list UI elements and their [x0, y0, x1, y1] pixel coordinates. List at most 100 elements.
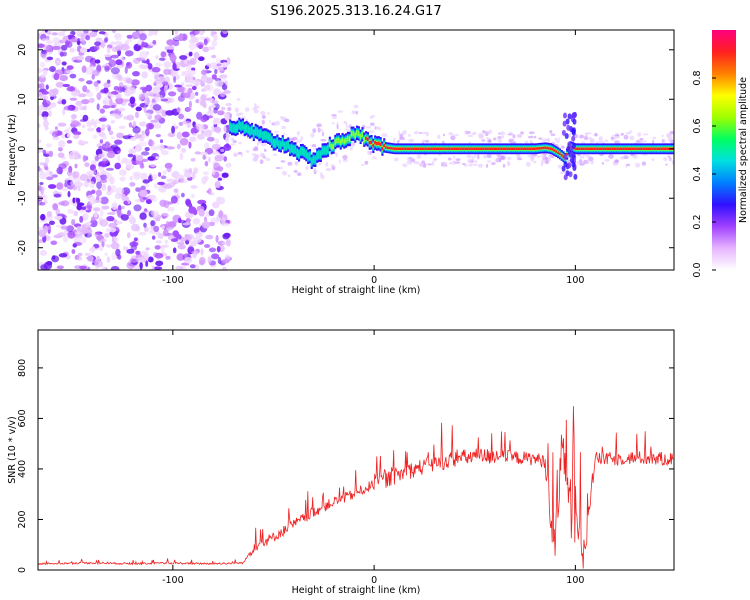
ridge-cell — [350, 131, 353, 137]
ridge-speckle — [651, 158, 655, 162]
ridge-speckle — [601, 162, 605, 165]
noise-cell — [215, 235, 219, 243]
ridge-speckle — [406, 160, 413, 165]
noise-cell — [191, 85, 197, 91]
snr-x-ticks: -100 0 100 — [162, 330, 584, 586]
noise-cell — [132, 71, 140, 77]
ridge-speckle — [667, 138, 673, 142]
noise-cell — [117, 155, 121, 162]
ridge-speckle — [533, 160, 537, 164]
noise-cell — [179, 152, 184, 161]
ridge-cell — [397, 147, 400, 150]
disturbance-cell — [561, 165, 566, 172]
ridge-speckle — [413, 161, 420, 165]
ridge-cell — [607, 147, 610, 150]
noise-cell — [79, 265, 88, 270]
noise-cell — [43, 100, 51, 107]
ridge-cell — [642, 147, 645, 150]
ridge-speckle — [331, 114, 337, 117]
noise-cell — [46, 176, 54, 181]
noise-cell — [105, 227, 110, 233]
noise-cell — [42, 149, 46, 154]
ridge-cell — [593, 147, 596, 150]
noise-cell — [111, 202, 118, 211]
noise-cell — [65, 70, 74, 74]
ridge-speckle — [463, 163, 468, 167]
noise-cell — [124, 85, 131, 90]
noise-cell — [170, 196, 178, 204]
noise-cell — [147, 256, 154, 263]
ridge-cell — [325, 146, 328, 155]
ridge-cell — [502, 147, 505, 150]
ridge-cell — [426, 147, 429, 150]
noise-cell — [81, 99, 90, 105]
noise-cell — [106, 256, 111, 263]
noise-cell — [216, 196, 221, 204]
noise-cell — [53, 73, 60, 81]
ridge-speckle — [604, 159, 610, 162]
noise-cell — [202, 46, 210, 53]
ridge-speckle — [252, 147, 259, 152]
ridge-cell — [310, 158, 313, 166]
ridge-cell — [459, 147, 462, 150]
disturbance-cell — [563, 174, 568, 181]
noise-cell — [77, 252, 83, 257]
ridge-cell — [653, 147, 656, 150]
ridge-speckle — [486, 153, 492, 159]
ridge-cell — [491, 147, 494, 150]
noise-cell — [41, 91, 50, 95]
noise-cell — [155, 156, 160, 160]
noise-cell — [95, 37, 103, 42]
spectrogram-y-tick-label: -10 — [17, 190, 28, 206]
noise-cell — [86, 48, 91, 53]
noise-cell — [116, 132, 125, 139]
noise-cell — [168, 133, 175, 137]
ridge-speckle — [661, 134, 664, 137]
noise-cell — [59, 75, 68, 82]
ridge-cell — [539, 147, 542, 150]
ridge-cell — [596, 147, 599, 150]
noise-cell — [211, 54, 217, 59]
ridge-speckle — [448, 132, 454, 136]
noise-cell — [52, 45, 61, 51]
ridge-cell — [625, 147, 628, 150]
ridge-speckle — [527, 135, 534, 139]
ridge-cell — [549, 147, 552, 150]
ridge-speckle — [619, 156, 625, 160]
noise-cell — [121, 205, 125, 210]
ridge-cell — [328, 141, 331, 147]
ridge-speckle — [238, 141, 242, 145]
noise-cell — [220, 148, 225, 153]
noise-cell — [225, 103, 232, 106]
noise-cell — [99, 219, 109, 227]
noise-cell — [162, 81, 169, 86]
noise-cell — [101, 240, 105, 248]
noise-cell — [167, 206, 175, 212]
noise-cell — [39, 182, 44, 185]
ridge-speckle — [494, 158, 500, 163]
noise-cell — [93, 45, 100, 51]
noise-cell — [45, 40, 54, 44]
noise-cell — [113, 108, 120, 116]
ridge-cell — [551, 148, 554, 151]
noise-cell — [49, 171, 53, 177]
disturbance-cell — [568, 151, 573, 158]
noise-cell — [73, 134, 80, 140]
noise-cell — [183, 172, 193, 179]
ridge-cell — [479, 147, 482, 150]
noise-cell — [83, 227, 89, 234]
ridge-cell — [591, 147, 594, 150]
ridge-cell — [513, 147, 516, 150]
noise-cell — [90, 189, 96, 194]
ridge-speckle — [425, 131, 429, 137]
noise-cell — [144, 147, 150, 152]
ridge-cell — [375, 141, 378, 146]
ridge-cell — [468, 147, 471, 150]
disturbance-cell — [562, 120, 567, 127]
noise-cell — [39, 61, 46, 68]
ridge-speckle — [524, 140, 529, 144]
ridge-speckle — [585, 155, 592, 158]
noise-cell — [195, 231, 203, 238]
noise-cell — [194, 151, 201, 155]
